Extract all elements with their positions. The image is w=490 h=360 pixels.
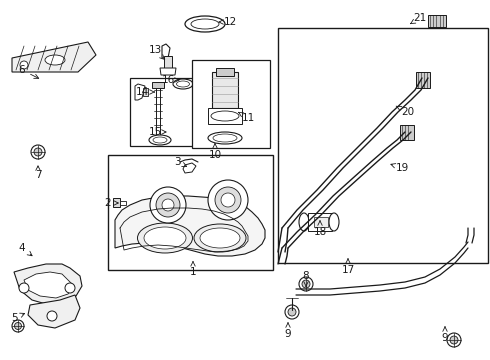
Circle shape <box>450 336 458 344</box>
Polygon shape <box>308 213 332 231</box>
Text: 13: 13 <box>148 45 165 60</box>
Ellipse shape <box>153 137 167 143</box>
Bar <box>108 155 273 270</box>
Polygon shape <box>143 88 148 96</box>
Ellipse shape <box>208 132 242 144</box>
Circle shape <box>20 61 28 69</box>
Circle shape <box>15 323 22 329</box>
Text: 21: 21 <box>411 13 427 24</box>
Ellipse shape <box>211 111 239 121</box>
Circle shape <box>221 193 235 207</box>
Ellipse shape <box>176 81 190 87</box>
Bar <box>130 78 198 146</box>
Polygon shape <box>160 68 176 75</box>
Text: 10: 10 <box>208 144 221 160</box>
Circle shape <box>215 187 241 213</box>
Polygon shape <box>14 264 82 304</box>
Text: 14: 14 <box>135 87 154 97</box>
Circle shape <box>65 283 75 293</box>
Circle shape <box>12 320 24 332</box>
Polygon shape <box>400 125 414 140</box>
Text: 18: 18 <box>314 221 327 237</box>
Circle shape <box>208 180 248 220</box>
Circle shape <box>19 283 29 293</box>
Circle shape <box>285 305 299 319</box>
Polygon shape <box>314 217 328 227</box>
Text: 2: 2 <box>105 198 118 208</box>
Polygon shape <box>28 295 80 328</box>
Circle shape <box>299 277 313 291</box>
Ellipse shape <box>213 134 237 142</box>
Polygon shape <box>152 82 164 88</box>
Polygon shape <box>156 82 160 140</box>
Bar <box>278 28 488 263</box>
Ellipse shape <box>191 19 219 29</box>
Text: 15: 15 <box>148 127 166 137</box>
Text: 16: 16 <box>161 75 179 85</box>
Polygon shape <box>416 72 430 88</box>
Text: 12: 12 <box>219 17 237 27</box>
Polygon shape <box>24 272 74 298</box>
Ellipse shape <box>194 224 246 252</box>
Circle shape <box>288 308 296 316</box>
Text: 3: 3 <box>173 157 187 167</box>
Text: 8: 8 <box>303 271 309 287</box>
Text: 9: 9 <box>285 323 292 339</box>
Ellipse shape <box>144 227 186 249</box>
Circle shape <box>447 333 461 347</box>
Circle shape <box>162 199 174 211</box>
Ellipse shape <box>138 223 193 253</box>
Polygon shape <box>164 56 172 68</box>
Bar <box>192 60 270 148</box>
Polygon shape <box>113 198 120 207</box>
Circle shape <box>150 187 186 223</box>
Polygon shape <box>208 108 242 124</box>
Polygon shape <box>216 68 234 76</box>
Circle shape <box>31 145 45 159</box>
Polygon shape <box>183 163 196 173</box>
Text: 5: 5 <box>11 313 24 323</box>
Ellipse shape <box>45 55 65 65</box>
Polygon shape <box>120 201 126 205</box>
Text: 11: 11 <box>239 112 255 123</box>
Circle shape <box>47 311 57 321</box>
Polygon shape <box>428 15 446 27</box>
Text: 19: 19 <box>391 163 409 173</box>
Polygon shape <box>162 44 170 58</box>
Ellipse shape <box>185 16 225 32</box>
Polygon shape <box>12 42 96 72</box>
Text: 20: 20 <box>396 106 415 117</box>
Text: 7: 7 <box>35 166 41 180</box>
Ellipse shape <box>149 135 171 145</box>
Ellipse shape <box>200 228 240 248</box>
Text: 9: 9 <box>441 327 448 343</box>
Text: 4: 4 <box>19 243 32 256</box>
Circle shape <box>34 148 42 156</box>
Ellipse shape <box>299 213 309 231</box>
Polygon shape <box>115 196 265 256</box>
Circle shape <box>302 280 310 288</box>
Ellipse shape <box>173 79 193 89</box>
Circle shape <box>156 193 180 217</box>
Polygon shape <box>212 72 238 108</box>
Text: 6: 6 <box>19 65 39 78</box>
Text: 1: 1 <box>190 261 196 277</box>
Polygon shape <box>135 84 145 100</box>
Text: 17: 17 <box>342 259 355 275</box>
Ellipse shape <box>329 213 339 231</box>
